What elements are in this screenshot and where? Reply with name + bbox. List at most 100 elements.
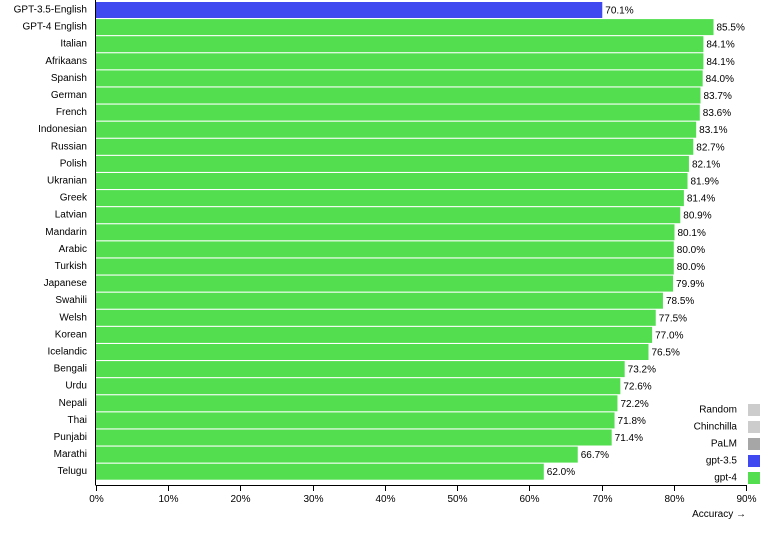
value-label-mandarin: 80.1% — [678, 228, 706, 239]
value-label-nepali: 72.2% — [620, 399, 648, 410]
value-label-urdu: 72.6% — [623, 382, 651, 393]
category-label-french: French — [56, 107, 87, 118]
value-label-afrikaans: 84.1% — [706, 57, 734, 68]
bar-spanish — [96, 70, 703, 87]
bar-swahili — [96, 292, 663, 309]
value-label-indonesian: 83.1% — [699, 125, 727, 136]
category-label-ukranian: Ukranian — [47, 176, 87, 187]
bar-bengali — [96, 361, 625, 378]
legend-swatch-random — [748, 404, 760, 416]
category-label-japanese: Japanese — [44, 278, 88, 289]
bar-gpt-3-5-english — [96, 2, 603, 18]
value-labels: 70.1% 85.5% 84.1% 84.1% 84.0% 83.7% 83.6% 83.1%… — [547, 6, 745, 479]
bar-icelandic — [96, 344, 649, 360]
x-tick-label-70: 70% — [592, 494, 612, 505]
value-label-bengali: 73.2% — [628, 365, 656, 376]
bar-gpt-4-english — [96, 19, 714, 36]
category-label-marathi: Marathi — [54, 449, 87, 460]
category-labels: GPT-3.5-English GPT-4 English Italian Afrik… — [14, 5, 88, 478]
category-label-nepali: Nepali — [59, 398, 87, 409]
value-label-spanish: 84.0% — [706, 74, 734, 85]
x-tick-label-20: 20% — [230, 494, 250, 505]
bar-russian — [96, 138, 694, 155]
value-label-icelandic: 76.5% — [652, 348, 680, 359]
value-label-italian: 84.1% — [706, 40, 734, 51]
category-label-afrikaans: Afrikaans — [45, 56, 87, 67]
category-label-turkish: Turkish — [55, 261, 87, 272]
value-label-korean: 77.0% — [655, 330, 683, 341]
category-label-mandarin: Mandarin — [45, 227, 87, 238]
x-axis-title: Accuracy → — [692, 509, 746, 520]
value-label-gpt-3-5-english: 70.1% — [605, 6, 633, 17]
legend-swatch-chinchilla — [748, 421, 760, 433]
x-tick-label-80: 80% — [664, 494, 684, 505]
category-label-indonesian: Indonesian — [38, 124, 87, 135]
category-label-bengali: Bengali — [54, 364, 87, 375]
category-label-gpt-4-english: GPT-4 English — [23, 22, 87, 33]
value-label-swahili: 78.5% — [666, 296, 694, 307]
legend: Random Chinchilla PaLM gpt-3.5 gpt-4 — [694, 404, 760, 484]
category-label-arabic: Arabic — [59, 244, 87, 255]
legend-label-gpt-3-5: gpt-3.5 — [706, 456, 738, 467]
bar-polish — [96, 155, 689, 172]
value-label-german: 83.7% — [704, 91, 732, 102]
category-label-latvian: Latvian — [55, 210, 87, 221]
legend-label-gpt-4: gpt-4 — [714, 473, 737, 484]
category-label-polish: Polish — [60, 158, 87, 169]
x-tick-label-10: 10% — [158, 494, 178, 505]
bar-korean — [96, 326, 653, 343]
bar-telugu — [96, 463, 544, 480]
value-label-welsh: 77.5% — [659, 313, 687, 324]
legend-swatch-gpt-4 — [748, 472, 760, 484]
value-label-russian: 82.7% — [696, 142, 724, 153]
value-label-greek: 81.4% — [687, 194, 715, 205]
value-label-marathi: 66.7% — [581, 450, 609, 461]
bar-turkish — [96, 258, 674, 275]
value-label-ukranian: 81.9% — [691, 177, 719, 188]
category-label-german: German — [51, 90, 87, 101]
category-label-korean: Korean — [55, 329, 87, 340]
category-label-italian: Italian — [60, 39, 87, 50]
bar-italian — [96, 36, 704, 53]
bar-german — [96, 87, 701, 104]
category-label-welsh: Welsh — [59, 312, 87, 323]
bar-marathi — [96, 446, 578, 463]
category-label-greek: Greek — [60, 193, 88, 204]
value-label-turkish: 80.0% — [677, 262, 705, 273]
category-label-gpt-3-5-english: GPT-3.5-English — [14, 5, 87, 16]
value-label-polish: 82.1% — [692, 159, 720, 170]
x-axis: 0% 10% 20% 30% 40% 50% 60% 70% 80% 90% — [89, 0, 757, 505]
category-label-icelandic: Icelandic — [48, 347, 87, 358]
bars-layer — [96, 2, 714, 480]
category-label-thai: Thai — [68, 415, 87, 426]
bar-urdu — [96, 378, 621, 395]
bar-greek — [96, 190, 684, 207]
value-label-arabic: 80.0% — [677, 245, 705, 256]
bar-mandarin — [96, 224, 675, 241]
category-label-swahili: Swahili — [55, 295, 87, 306]
category-label-telugu: Telugu — [58, 466, 87, 477]
x-tick-label-0: 0% — [89, 494, 104, 505]
value-label-latvian: 80.9% — [683, 211, 711, 222]
bar-welsh — [96, 309, 656, 326]
x-tick-label-40: 40% — [375, 494, 395, 505]
value-label-french: 83.6% — [703, 108, 731, 119]
bar-japanese — [96, 275, 674, 292]
value-label-thai: 71.8% — [618, 416, 646, 427]
bar-latvian — [96, 207, 681, 224]
legend-swatch-gpt-3-5 — [748, 455, 760, 467]
category-label-urdu: Urdu — [65, 381, 87, 392]
category-label-spanish: Spanish — [51, 73, 87, 84]
bar-arabic — [96, 241, 674, 258]
category-label-punjabi: Punjabi — [54, 432, 87, 443]
value-label-telugu: 62.0% — [547, 467, 575, 478]
legend-label-palm: PaLM — [711, 439, 737, 450]
bar-afrikaans — [96, 53, 704, 70]
value-label-punjabi: 71.4% — [615, 433, 643, 444]
legend-label-chinchilla: Chinchilla — [694, 422, 738, 433]
x-tick-label-50: 50% — [447, 494, 467, 505]
value-label-gpt-4-english: 85.5% — [717, 23, 745, 34]
x-tick-label-60: 60% — [519, 494, 539, 505]
